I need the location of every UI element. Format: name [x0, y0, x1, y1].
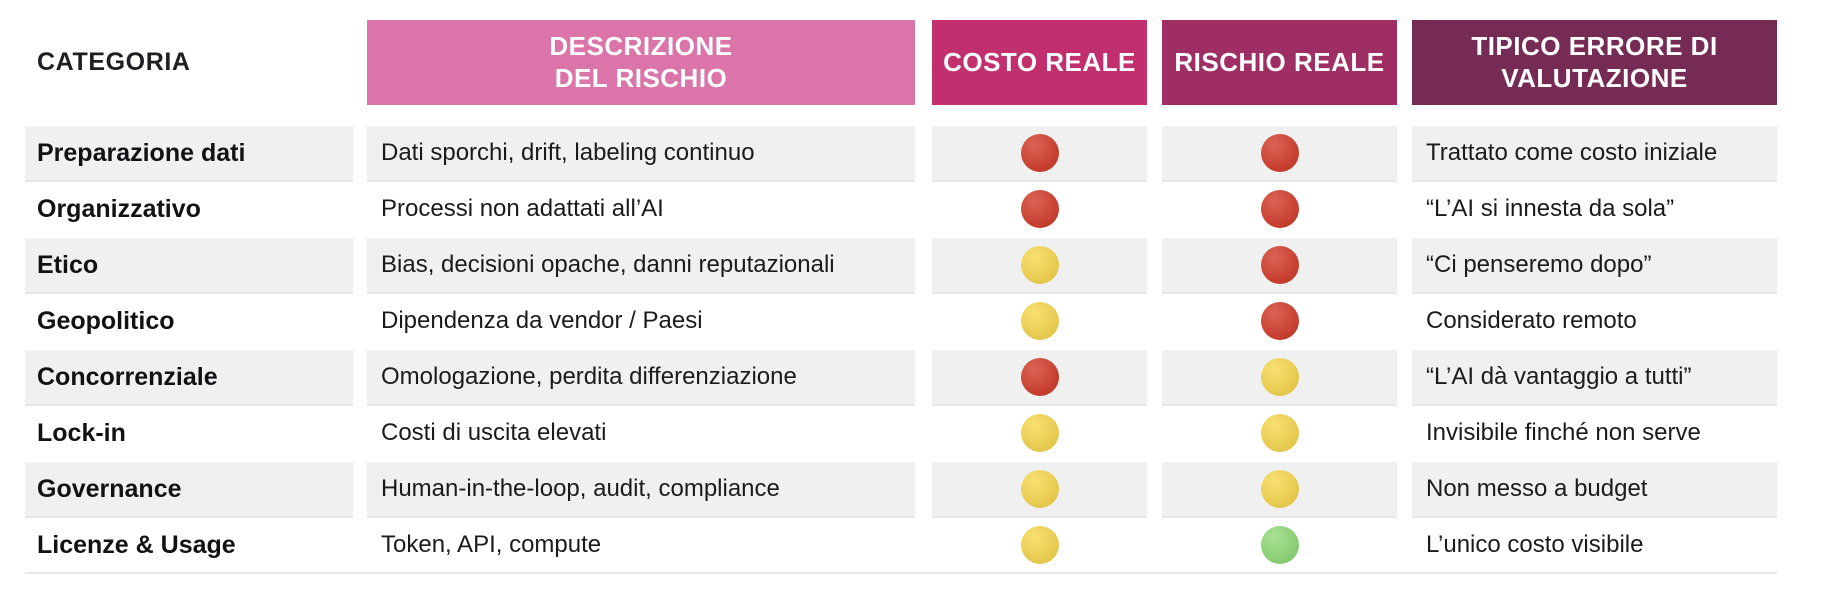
costo-reale-dot	[1020, 134, 1059, 172]
category-cell: Organizzativo	[37, 194, 201, 223]
costo-reale-cell	[932, 462, 1147, 516]
table-row: Licenze & Usage Token, API, compute L’un…	[25, 518, 1777, 572]
category-cell: Lock-in	[37, 418, 126, 447]
table-row: Etico Bias, decisioni opache, danni repu…	[25, 238, 1777, 292]
column-header-descrizione-del-rischio: DESCRIZIONE DEL RISCHIO	[367, 20, 915, 105]
description-cell: Omologazione, perdita differenziazione	[367, 350, 915, 404]
table-row: Organizzativo Processi non adattati all’…	[25, 182, 1777, 236]
error-cell: Trattato come costo iniziale	[1412, 126, 1777, 180]
category-cell: Concorrenziale	[25, 350, 353, 404]
category-cell: Geopolitico	[37, 306, 175, 335]
error-cell: L’unico costo visibile	[1426, 531, 1644, 558]
rischio-reale-dot	[1260, 470, 1299, 508]
table-body: Preparazione dati Dati sporchi, drift, l…	[25, 126, 1777, 574]
column-header-categoria: CATEGORIA	[37, 48, 191, 76]
table-row: Geopolitico Dipendenza da vendor / Paesi…	[25, 294, 1777, 348]
category-cell: Preparazione dati	[25, 126, 353, 180]
rischio-reale-dot	[1260, 526, 1299, 564]
table-row: Concorrenziale Omologazione, perdita dif…	[25, 350, 1777, 404]
rischio-reale-cell	[1162, 182, 1397, 236]
rischio-reale-dot	[1260, 190, 1299, 228]
costo-reale-cell	[932, 126, 1147, 180]
costo-reale-cell	[932, 294, 1147, 348]
error-cell: Considerato remoto	[1426, 307, 1637, 334]
rischio-reale-cell	[1162, 462, 1397, 516]
description-cell: Processi non adattati all’AI	[381, 195, 664, 222]
costo-reale-cell	[932, 182, 1147, 236]
rischio-reale-cell	[1162, 238, 1397, 292]
costo-reale-dot	[1020, 358, 1059, 396]
rischio-reale-cell	[1162, 350, 1397, 404]
column-header-rischio-reale: RISCHIO REALE	[1162, 20, 1397, 105]
rischio-reale-dot	[1260, 358, 1299, 396]
error-cell: Invisibile finché non serve	[1426, 419, 1701, 446]
table-header-row: CATEGORIA DESCRIZIONE DEL RISCHIO COSTO …	[25, 20, 1777, 105]
costo-reale-cell	[932, 518, 1147, 572]
rischio-reale-dot	[1260, 246, 1299, 284]
column-header-costo-reale: COSTO REALE	[932, 20, 1147, 105]
table-bottom-rule	[25, 572, 1777, 574]
table-row: Preparazione dati Dati sporchi, drift, l…	[25, 126, 1777, 180]
costo-reale-cell	[932, 406, 1147, 460]
rischio-reale-cell	[1162, 294, 1397, 348]
costo-reale-dot	[1020, 470, 1059, 508]
category-cell: Governance	[25, 462, 353, 516]
column-header-tipico-errore: TIPICO ERRORE DI VALUTAZIONE	[1412, 20, 1777, 105]
costo-reale-dot	[1020, 526, 1059, 564]
costo-reale-dot	[1020, 302, 1059, 340]
rischio-reale-cell	[1162, 126, 1397, 180]
table-row: Lock-in Costi di uscita elevati Invisibi…	[25, 406, 1777, 460]
error-cell: “L’AI si innesta da sola”	[1426, 195, 1675, 222]
rischio-reale-dot	[1260, 302, 1299, 340]
description-cell: Bias, decisioni opache, danni reputazion…	[367, 238, 915, 292]
costo-reale-dot	[1020, 190, 1059, 228]
costo-reale-cell	[932, 238, 1147, 292]
description-cell: Human-in-the-loop, audit, compliance	[367, 462, 915, 516]
description-cell: Dipendenza da vendor / Paesi	[381, 307, 703, 334]
costo-reale-dot	[1020, 414, 1059, 452]
error-cell: “L’AI dà vantaggio a tutti”	[1412, 350, 1777, 404]
costo-reale-cell	[932, 350, 1147, 404]
category-cell: Licenze & Usage	[37, 530, 236, 559]
description-cell: Costi di uscita elevati	[381, 419, 607, 446]
rischio-reale-dot	[1260, 134, 1299, 172]
rischio-reale-dot	[1260, 414, 1299, 452]
description-cell: Dati sporchi, drift, labeling continuo	[367, 126, 915, 180]
category-cell: Etico	[25, 238, 353, 292]
rischio-reale-cell	[1162, 518, 1397, 572]
costo-reale-dot	[1020, 246, 1059, 284]
rischio-reale-cell	[1162, 406, 1397, 460]
error-cell: “Ci penseremo dopo”	[1412, 238, 1777, 292]
description-cell: Token, API, compute	[381, 531, 602, 558]
error-cell: Non messo a budget	[1412, 462, 1777, 516]
table-row: Governance Human-in-the-loop, audit, com…	[25, 462, 1777, 516]
